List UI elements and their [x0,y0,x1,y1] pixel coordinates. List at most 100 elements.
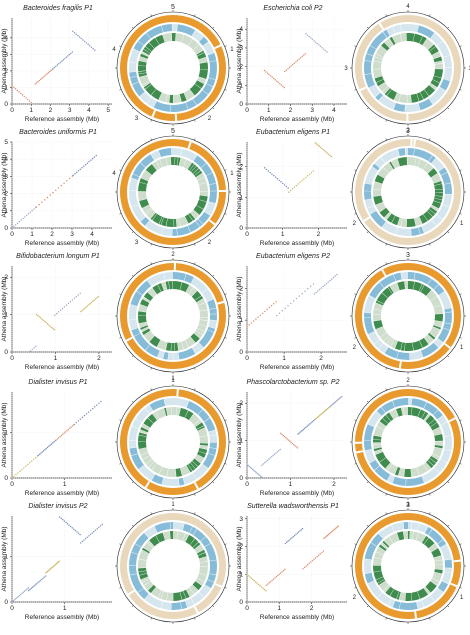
ring-tick [150,243,152,246]
inner-ring-block [138,441,147,449]
inner-ring-block [166,218,174,227]
alignment-dot [281,571,283,573]
middle-ring-block [192,90,209,106]
alignment-dot [53,66,56,69]
y-tick-label: 0 [4,475,8,482]
y-tick-label: 0 [4,349,8,356]
alignment-dot [83,165,85,167]
alignment-dot [71,425,74,427]
alignment-dot [90,159,92,161]
ring-tick [212,274,215,277]
middle-ring-block [187,221,200,233]
alignment-dot [52,442,54,444]
inner-ring-block [394,341,403,351]
alignment-dot [88,160,90,163]
x-tick-label: 1 [30,231,34,238]
alignment-dot [311,38,314,41]
alignment-dot [77,294,80,296]
alignment-dot [329,532,332,534]
alignment-dot [41,578,43,581]
alignment-dot [296,532,298,534]
inner-ring-block [175,468,183,477]
alignment-dot [324,409,327,412]
middle-ring-block [129,71,137,78]
middle-ring-block [132,162,146,177]
alignment-dot [309,285,312,288]
ring-tick-label: 1 [171,376,175,382]
alignment-dot [49,70,51,73]
y-axis-label: Athena assembly (Mb) [1,28,8,93]
middle-ring-block [420,342,439,358]
middle-ring-block [427,278,439,290]
middle-ring-block [131,204,146,222]
inner-ring-block [377,167,389,179]
inner-ring-block [433,305,443,315]
panel-8: Phascolarctobacterium sp. P20 1 2012Refere… [236,378,466,508]
alignment-dot [325,151,327,153]
alignment-dot [81,540,83,543]
ring-tick [119,213,122,215]
x-tick-label: 3 [68,107,72,114]
alignment-dot [303,427,306,430]
alignment-dot [269,580,272,583]
alignment-dot [318,44,320,46]
inner-ring-block [171,407,173,416]
inner-ring-block [434,313,443,322]
x-tick-label: 0 [10,231,14,238]
ring-tick [366,481,369,484]
inner-ring-block [434,63,443,69]
alignment-dot [68,524,70,526]
alignment-dot [306,425,308,427]
alignment-dot [14,224,17,226]
alignment-dot [79,542,82,544]
inner-ring-block [387,286,394,294]
ring-tick [150,14,152,17]
alignment-dot [58,560,61,563]
y-tick-label: 2 [239,164,243,171]
inner-ring-block [138,567,147,572]
alignment-dot [284,568,286,571]
alignment-dot [35,82,38,84]
alignment-dot [53,565,55,567]
alignment-dot [28,100,31,102]
alignment-dot [11,227,13,229]
alignment-dot [90,46,93,48]
alignment-dot [255,581,257,583]
alignment-dot [313,419,315,422]
middle-ring-block [168,352,173,360]
alignment-dot [259,475,262,477]
inner-ring-block [424,334,434,345]
x-axis-label: Reference assembly (Mb) [25,490,99,497]
inner-ring-block [138,559,147,568]
inner-ring-block [373,447,382,452]
alignment-dot [69,301,72,303]
inner-ring-block [405,592,412,601]
alignment-dot [337,525,339,527]
alignment-dot [22,217,24,220]
alignment-dot [35,583,38,585]
inner-ring-block [151,463,163,475]
alignment-dot [31,586,34,588]
middle-ring-block [364,295,376,313]
alignment-dot [290,65,292,67]
middle-ring-block [441,572,452,584]
inner-ring-block [183,589,190,599]
ring-tick [429,262,431,265]
middle-ring-block [130,291,143,307]
alignment-dot [57,311,60,313]
inner-ring-block [147,287,157,298]
middle-ring-block [396,351,410,360]
dot-plot: 0 1 0 1 Reference assembly (Mb) Athena assemb… [1,516,112,621]
circular-genome-map: 123 [350,128,466,250]
inner-ring-block [400,33,407,42]
ring-tick [366,400,369,403]
middle-ring-block [135,408,150,423]
alignment-dot [320,287,323,289]
ring-tick [131,524,134,527]
alignment-dot [318,145,320,147]
middle-ring-block [183,473,197,485]
inner-ring-block [416,464,428,476]
alignment-dot [39,579,42,582]
inner-ring-block [159,216,164,225]
alignment-dot [327,281,329,283]
